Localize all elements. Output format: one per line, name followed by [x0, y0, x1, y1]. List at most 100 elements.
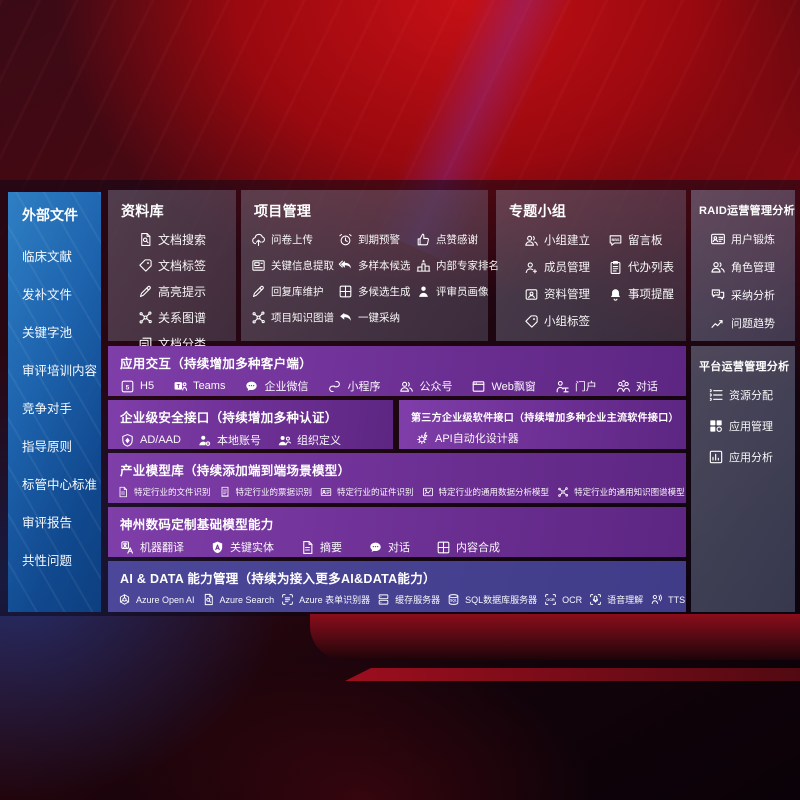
pen-icon — [251, 284, 266, 299]
feature-label: 特定行业的通用数据分析模型 — [438, 487, 550, 497]
extract-icon — [251, 258, 266, 273]
tts-icon — [650, 593, 663, 606]
panel-title: 项目管理 — [254, 203, 312, 219]
chartbox-icon — [708, 449, 724, 465]
doc-icon — [300, 540, 315, 555]
library-panel: 资料库 文档搜索 文档标签 高亮提示 关系图谱 文档分类 — [108, 190, 236, 351]
item-chats: 采纳分析 — [710, 287, 795, 303]
item-translate: 机器翻译 — [120, 539, 184, 555]
feature-label: 评审员画像 — [436, 286, 489, 298]
item-extract: 关键信息提取 — [251, 258, 338, 273]
cloudup-icon — [251, 232, 266, 247]
h5-icon — [120, 379, 135, 394]
entity-icon — [210, 540, 225, 555]
item-idcard: 特定行业的证件识别 — [320, 486, 414, 498]
item-wechat: 企业微信 — [244, 378, 308, 394]
security-interface-row: 企业级安全接口（持续增加多种认证） AD/AAD 本地账号 组织定义 — [108, 400, 393, 449]
feature-label: 资源分配 — [729, 390, 773, 402]
item-apps: 应用管理 — [708, 418, 795, 434]
panel-title: RAID运营管理分析 — [699, 205, 795, 217]
pen-icon — [138, 284, 153, 299]
item-doc: 摘要 — [300, 539, 342, 555]
item-speech: 语音理解 — [589, 593, 643, 606]
feature-list: 小组建立 留言板 成员管理 代办列表 资料管理 事项提醒 小组标签 — [496, 221, 686, 329]
feature-label: 小程序 — [347, 381, 381, 393]
translate-icon — [120, 540, 135, 555]
external-files-list: 临床文献 发补文件 关键字池 审评培训内容 竞争对手 指导原则 标管中心标准 审评报告 共性问题 — [8, 225, 101, 569]
person-icon — [416, 284, 431, 299]
feature-label: API自动化设计器 — [435, 433, 519, 445]
feature-label: 文档标签 — [158, 259, 207, 273]
feature-label: 缓存服务器 — [395, 595, 441, 605]
platform-analysis-panel: 平台运营管理分析 资源分配应用管理应用分析 — [691, 346, 795, 612]
panel-title: 资料库 — [121, 203, 164, 219]
feature-label: 对话 — [635, 381, 658, 393]
item-person: 评审员画像 — [416, 284, 499, 299]
item-graph: 项目知识图谱 — [251, 310, 338, 325]
item-trend: 问题趋势 — [710, 315, 795, 331]
item-list: 资源分配 — [708, 387, 795, 403]
feature-label: 企业微信 — [264, 381, 309, 393]
feature-label: 特定行业的通用知识图谱模型 — [574, 487, 685, 497]
feature-label: 本地账号 — [216, 435, 261, 447]
panel-title: 应用交互（持续增加多种客户端） — [120, 357, 313, 371]
panel-title: 企业级安全接口（持续增加多种认证） — [120, 411, 338, 425]
feature-label: 发补文件 — [22, 288, 73, 302]
feature-list: 文档搜索 文档标签 高亮提示 关系图谱 文档分类 — [108, 221, 236, 352]
item-people: 公众号 — [399, 378, 452, 394]
bell-icon — [608, 287, 623, 302]
feature-label: 指导原则 — [22, 440, 73, 454]
feature-label: 项目知识图谱 — [271, 312, 334, 324]
feature-label: H5 — [140, 380, 155, 392]
list-icon — [708, 387, 724, 403]
topic-groups-panel: 专题小组 小组建立 留言板 成员管理 代办列表 资料管理 事项提醒 小组标签 — [496, 190, 686, 341]
item-sqldb: SQL数据库服务器 — [447, 593, 537, 606]
list-item: 审评报告 — [22, 512, 101, 531]
feature-label: 共性问题 — [22, 554, 73, 568]
org-icon — [277, 433, 292, 448]
item-chartbox: 应用分析 — [708, 449, 795, 465]
people-icon — [399, 379, 414, 394]
list-item: 临床文献 — [22, 246, 101, 265]
feature-label: 事项提醒 — [628, 289, 674, 301]
panel-title: 平台运营管理分析 — [699, 361, 790, 373]
feature-label: 公众号 — [419, 381, 453, 393]
list-item: 发补文件 — [22, 284, 101, 303]
item-personplus: 成员管理 — [524, 259, 608, 275]
panel-title: 外部文件 — [22, 207, 78, 223]
idcard-icon — [320, 486, 332, 498]
item-tts: TTS — [650, 593, 685, 606]
list-item: 标管中心标准 — [22, 474, 101, 493]
raid-analysis-panel: RAID运营管理分析 用户锻炼 角色管理 采纳分析 问题趋势 — [691, 190, 795, 341]
feature-label: 文档搜索 — [158, 233, 207, 247]
trend-icon — [710, 315, 726, 331]
ai-data-row: AI & DATA 能力管理（持续为接入更多AI&DATA能力） Azure O… — [108, 561, 686, 612]
feature-label: 关键实体 — [230, 542, 274, 554]
feature-label: TTS — [668, 594, 686, 605]
feature-label: 内部专家排名 — [436, 260, 499, 272]
wechat-icon — [368, 540, 383, 555]
item-card: 资料管理 — [524, 286, 608, 302]
server-icon — [377, 593, 390, 606]
feature-label: 特定行业的证件识别 — [337, 487, 414, 497]
item-h5: H5 — [120, 379, 154, 394]
feature-label: 多候选生成 — [358, 286, 411, 298]
item-receipt: 特定行业的票据识别 — [219, 486, 312, 498]
item-gridplus: 多候选生成 — [338, 284, 416, 299]
feature-label: Azure Open AI — [136, 594, 195, 605]
scurve-icon — [327, 379, 342, 394]
feature-list: API自动化设计器 — [399, 424, 686, 446]
feature-label: 关键信息提取 — [271, 260, 334, 272]
feature-list: 问卷上传 到期预警 点赞感谢 关键信息提取 多样本候选 内部专家排名 回复库维护 多候选生成 评… — [241, 221, 499, 325]
feature-label: 一键采纳 — [358, 312, 400, 324]
item-apigear: API自动化设计器 — [415, 430, 519, 446]
alarm-icon — [338, 232, 353, 247]
idcard-icon — [710, 231, 726, 247]
item-people: 角色管理 — [710, 259, 795, 275]
feature-label: OCR — [562, 594, 583, 605]
feature-label: 资料管理 — [544, 289, 590, 301]
feature-label: 组织定义 — [296, 435, 341, 447]
feature-label: 标管中心标准 — [22, 478, 98, 492]
panel-title: AI & DATA 能力管理（持续为接入更多AI&DATA能力） — [120, 572, 436, 586]
feature-label: 代办列表 — [628, 262, 674, 274]
